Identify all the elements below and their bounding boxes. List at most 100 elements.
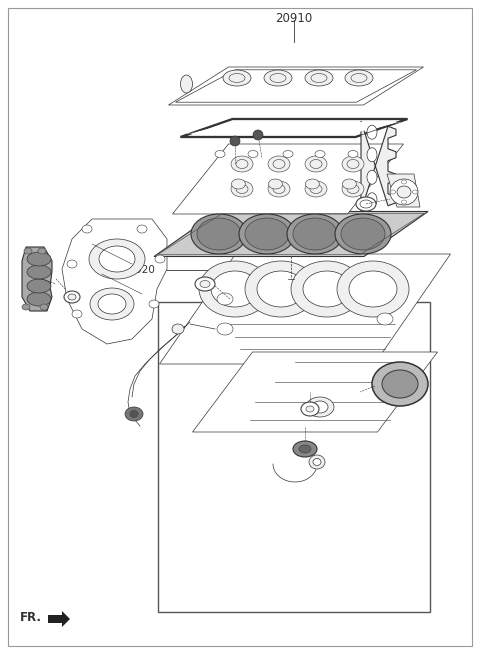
Ellipse shape bbox=[391, 190, 396, 194]
Polygon shape bbox=[62, 219, 167, 344]
Ellipse shape bbox=[137, 225, 147, 233]
Ellipse shape bbox=[345, 70, 373, 86]
Ellipse shape bbox=[180, 75, 192, 93]
Ellipse shape bbox=[306, 406, 314, 412]
Ellipse shape bbox=[311, 73, 327, 82]
Polygon shape bbox=[159, 254, 451, 364]
Ellipse shape bbox=[27, 292, 51, 306]
Ellipse shape bbox=[22, 304, 30, 310]
Ellipse shape bbox=[99, 246, 135, 272]
Ellipse shape bbox=[239, 214, 295, 254]
Ellipse shape bbox=[401, 180, 407, 184]
Ellipse shape bbox=[223, 70, 251, 86]
Ellipse shape bbox=[337, 261, 409, 317]
Ellipse shape bbox=[130, 411, 138, 417]
Ellipse shape bbox=[301, 402, 319, 416]
Ellipse shape bbox=[299, 445, 311, 453]
Ellipse shape bbox=[310, 160, 322, 169]
Ellipse shape bbox=[348, 150, 358, 158]
Ellipse shape bbox=[382, 370, 418, 398]
Ellipse shape bbox=[90, 288, 134, 320]
Ellipse shape bbox=[27, 265, 51, 279]
Ellipse shape bbox=[231, 179, 245, 189]
Ellipse shape bbox=[342, 181, 364, 197]
Ellipse shape bbox=[315, 150, 325, 158]
Ellipse shape bbox=[273, 160, 285, 169]
Ellipse shape bbox=[257, 271, 305, 307]
Polygon shape bbox=[361, 121, 396, 211]
Ellipse shape bbox=[199, 261, 271, 317]
Ellipse shape bbox=[367, 193, 377, 207]
Ellipse shape bbox=[360, 200, 372, 208]
Ellipse shape bbox=[347, 160, 359, 169]
Ellipse shape bbox=[401, 200, 407, 204]
Ellipse shape bbox=[229, 73, 245, 82]
Ellipse shape bbox=[211, 271, 259, 307]
Polygon shape bbox=[172, 144, 404, 214]
Ellipse shape bbox=[268, 181, 290, 197]
Ellipse shape bbox=[367, 148, 377, 162]
Ellipse shape bbox=[283, 150, 293, 158]
Ellipse shape bbox=[273, 184, 285, 194]
Ellipse shape bbox=[195, 277, 215, 291]
Ellipse shape bbox=[89, 239, 145, 279]
Ellipse shape bbox=[349, 271, 397, 307]
Polygon shape bbox=[168, 67, 423, 105]
Ellipse shape bbox=[82, 225, 92, 233]
Ellipse shape bbox=[27, 252, 51, 266]
Ellipse shape bbox=[264, 70, 292, 86]
Ellipse shape bbox=[217, 323, 233, 335]
Ellipse shape bbox=[217, 293, 233, 305]
Ellipse shape bbox=[397, 186, 411, 198]
Ellipse shape bbox=[305, 179, 319, 189]
Ellipse shape bbox=[64, 291, 80, 303]
Bar bbox=[158, 302, 430, 612]
Ellipse shape bbox=[236, 184, 248, 194]
Ellipse shape bbox=[347, 184, 359, 194]
Ellipse shape bbox=[215, 150, 225, 158]
Ellipse shape bbox=[305, 181, 327, 197]
Ellipse shape bbox=[356, 197, 376, 211]
Polygon shape bbox=[22, 247, 52, 311]
Polygon shape bbox=[387, 174, 420, 207]
Ellipse shape bbox=[293, 441, 317, 457]
Polygon shape bbox=[187, 122, 401, 134]
Text: 20910: 20910 bbox=[276, 12, 312, 25]
Ellipse shape bbox=[72, 310, 82, 318]
Ellipse shape bbox=[270, 73, 286, 82]
Ellipse shape bbox=[309, 455, 325, 469]
Polygon shape bbox=[48, 611, 70, 627]
Ellipse shape bbox=[172, 324, 184, 334]
Ellipse shape bbox=[342, 179, 356, 189]
Ellipse shape bbox=[245, 261, 317, 317]
Ellipse shape bbox=[335, 214, 391, 254]
Ellipse shape bbox=[24, 248, 32, 254]
Ellipse shape bbox=[412, 190, 418, 194]
Ellipse shape bbox=[351, 73, 367, 82]
Ellipse shape bbox=[155, 255, 165, 263]
Ellipse shape bbox=[40, 304, 48, 310]
Ellipse shape bbox=[293, 218, 337, 250]
Polygon shape bbox=[154, 211, 428, 256]
Ellipse shape bbox=[231, 156, 253, 172]
Ellipse shape bbox=[305, 70, 333, 86]
Ellipse shape bbox=[125, 407, 143, 421]
Text: FR.: FR. bbox=[20, 611, 42, 624]
Ellipse shape bbox=[98, 294, 126, 314]
Ellipse shape bbox=[230, 136, 240, 146]
Ellipse shape bbox=[291, 261, 363, 317]
Ellipse shape bbox=[372, 362, 428, 406]
Ellipse shape bbox=[197, 218, 241, 250]
Ellipse shape bbox=[367, 126, 377, 139]
Ellipse shape bbox=[68, 294, 76, 300]
Ellipse shape bbox=[367, 170, 377, 184]
Polygon shape bbox=[180, 119, 408, 137]
Ellipse shape bbox=[306, 397, 334, 417]
Ellipse shape bbox=[303, 271, 351, 307]
Ellipse shape bbox=[305, 156, 327, 172]
Ellipse shape bbox=[377, 313, 393, 325]
Ellipse shape bbox=[236, 160, 248, 169]
Ellipse shape bbox=[27, 279, 51, 293]
Ellipse shape bbox=[287, 214, 343, 254]
Polygon shape bbox=[192, 352, 437, 432]
